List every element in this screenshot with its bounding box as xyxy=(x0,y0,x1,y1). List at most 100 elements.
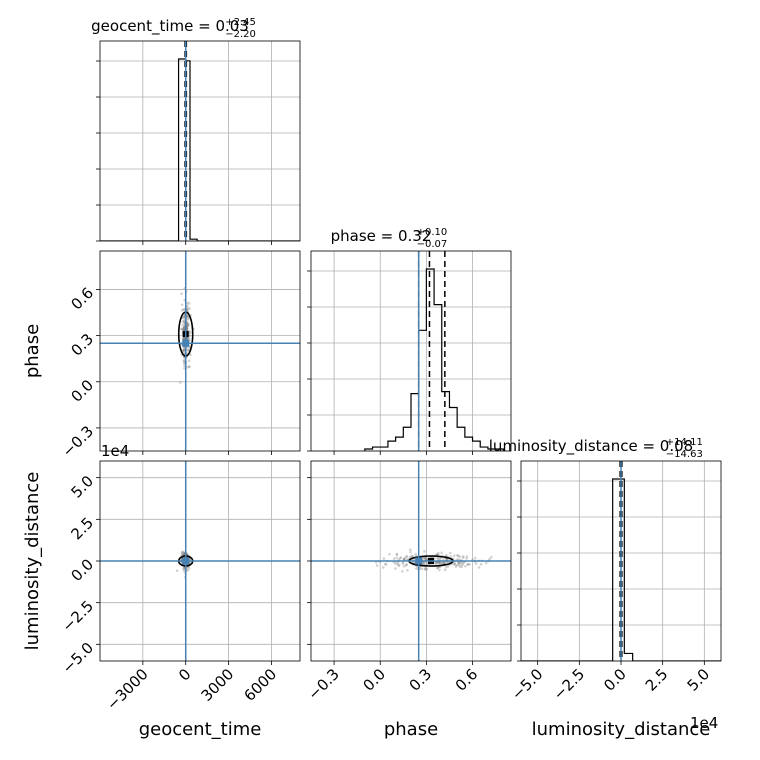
sample-point xyxy=(394,567,397,570)
sample-point xyxy=(186,323,190,327)
sample-point xyxy=(182,326,186,329)
sample-point xyxy=(182,551,186,555)
sample-point xyxy=(457,554,460,558)
panel-frame xyxy=(310,250,512,452)
sample-point xyxy=(395,553,399,557)
sample-point xyxy=(443,561,446,565)
panel-title-phase: phase = 0.32 xyxy=(331,227,432,245)
sample-point xyxy=(441,561,444,565)
sample-point xyxy=(388,552,391,556)
x-tick-label: 2.5 xyxy=(642,665,672,695)
x-tick-label: 3000 xyxy=(198,665,238,705)
sample-point xyxy=(182,337,186,340)
2d-panel-phase-luminosity_distance xyxy=(307,460,512,665)
sample-point xyxy=(444,553,448,557)
sample-point xyxy=(405,563,409,566)
sample-point xyxy=(186,304,189,308)
y-tick-label: 0.0 xyxy=(67,555,97,585)
sample-point xyxy=(186,349,190,353)
sample-point xyxy=(182,359,186,363)
sample-point xyxy=(182,568,186,571)
sample-point xyxy=(458,565,462,568)
sample-point xyxy=(186,337,189,341)
sample-point xyxy=(452,562,456,565)
sample-point xyxy=(182,315,186,319)
sample-point xyxy=(461,555,465,558)
sample-point xyxy=(397,563,401,567)
sample-point xyxy=(457,563,461,567)
sample-point xyxy=(458,561,461,565)
sample-point xyxy=(466,563,470,566)
sample-point xyxy=(181,320,184,324)
sample-point xyxy=(460,565,463,569)
sample-point xyxy=(437,557,440,561)
sample-point xyxy=(425,558,429,561)
sample-point xyxy=(180,303,184,307)
y-tick-label: 0.3 xyxy=(67,330,97,360)
x-tick-label: −5.0 xyxy=(508,665,546,703)
sample-point xyxy=(182,361,186,364)
panel-title-luminosity_distance: luminosity_distance = 0.08 xyxy=(489,437,693,456)
sample-point xyxy=(479,563,483,566)
sample-point xyxy=(187,566,191,570)
2d-panel-geocent_time-phase xyxy=(96,250,301,455)
sample-point xyxy=(186,568,190,572)
panel-frame xyxy=(99,250,301,452)
sample-point xyxy=(466,562,469,566)
sample-point xyxy=(180,553,184,556)
sample-point xyxy=(398,556,402,560)
sample-point xyxy=(181,328,185,332)
sample-point xyxy=(185,327,189,331)
error-plus: +2.45 xyxy=(225,17,256,28)
hist-panel-geocent_time: geocent_time = 0.03+2.45−2.20 xyxy=(91,17,301,245)
sample-point xyxy=(414,552,417,556)
sample-point xyxy=(456,561,460,565)
sample-point xyxy=(423,556,427,560)
panel-title-geocent_time: geocent_time = 0.03 xyxy=(91,17,249,36)
sample-point xyxy=(395,556,399,560)
sample-point xyxy=(401,562,405,565)
sample-point xyxy=(422,562,425,565)
sample-point xyxy=(182,307,186,311)
sample-point xyxy=(182,337,186,340)
y-tick-label: 2.5 xyxy=(67,514,97,544)
sample-point xyxy=(473,556,477,560)
sample-point xyxy=(182,319,186,323)
sample-point xyxy=(188,331,192,334)
sample-point xyxy=(436,556,439,560)
sample-point xyxy=(186,314,189,317)
sample-point xyxy=(446,565,450,568)
sample-point xyxy=(401,561,405,564)
x-axis-label-luminosity_distance: luminosity_distance xyxy=(532,719,711,740)
sample-point xyxy=(186,321,189,324)
sample-point xyxy=(484,561,488,565)
sample-point xyxy=(436,566,439,570)
2d-panel-geocent_time-luminosity_distance xyxy=(96,460,301,665)
sample-point xyxy=(182,328,185,332)
y-axis-label-luminosity_distance: luminosity_distance xyxy=(22,472,43,651)
sample-point xyxy=(384,563,388,566)
sample-point xyxy=(474,562,478,565)
sample-point xyxy=(182,551,186,555)
truth-marker xyxy=(415,557,423,565)
sample-point xyxy=(403,557,406,560)
sample-point xyxy=(186,324,189,328)
error-plus: +0.10 xyxy=(417,227,448,238)
truth-marker xyxy=(182,557,190,565)
panel-frame xyxy=(99,40,301,242)
x-axis-label-geocent_time: geocent_time xyxy=(139,719,262,740)
sample-point xyxy=(381,566,385,569)
sample-point xyxy=(425,568,429,571)
histogram-phase xyxy=(364,268,504,451)
samples xyxy=(175,550,194,579)
sample-point xyxy=(443,568,447,572)
sample-point xyxy=(453,563,457,566)
sample-point xyxy=(186,301,189,305)
sample-point xyxy=(489,555,493,559)
hist-panel-luminosity_distance: luminosity_distance = 0.08+14.11−14.63 xyxy=(489,437,722,665)
sample-point xyxy=(179,327,183,331)
sample-point xyxy=(438,568,441,572)
x-axis-label-phase: phase xyxy=(384,719,438,740)
sample-point xyxy=(404,563,408,567)
sample-point xyxy=(424,557,427,561)
